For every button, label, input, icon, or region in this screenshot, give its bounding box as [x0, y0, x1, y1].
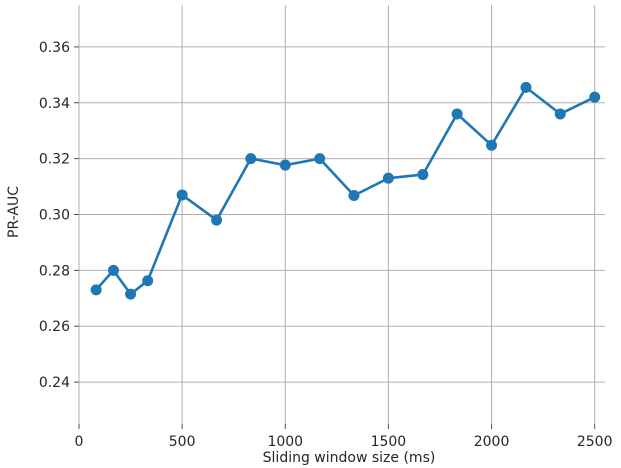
y-tick-label: 0.30	[39, 208, 70, 224]
data-point	[554, 108, 566, 120]
data-point	[211, 214, 223, 226]
data-point	[520, 81, 532, 93]
series	[90, 81, 601, 300]
x-tick-label: 0	[75, 434, 84, 450]
data-point	[107, 264, 119, 276]
x-axis-label: Sliding window size (ms)	[263, 450, 436, 466]
y-tick-label: 0.36	[39, 40, 70, 56]
y-axis-label: PR-AUC	[6, 186, 22, 238]
data-point	[90, 284, 102, 296]
y-tick-label: 0.34	[39, 96, 70, 112]
y-tick-label: 0.24	[39, 375, 70, 391]
data-point	[486, 139, 498, 151]
data-point	[417, 169, 429, 181]
data-point	[142, 275, 154, 287]
grid	[78, 5, 605, 424]
data-point	[176, 189, 188, 201]
y-tick-label: 0.26	[39, 319, 70, 335]
x-tick-label: 1500	[371, 434, 407, 450]
data-point	[125, 288, 137, 300]
y-tick-label: 0.32	[39, 152, 70, 168]
data-point	[348, 190, 360, 202]
data-point	[245, 153, 257, 165]
x-tick-label: 500	[169, 434, 196, 450]
x-tick-label: 2500	[577, 434, 613, 450]
data-point	[451, 108, 463, 120]
series-line	[94, 86, 597, 296]
data-point	[314, 153, 326, 165]
data-point	[589, 91, 601, 103]
x-tick-label: 2000	[474, 434, 510, 450]
y-tick-label: 0.28	[39, 263, 70, 279]
x-axis-ticks: 0 500 1000 1500 2000 2500	[75, 424, 613, 450]
y-axis-ticks: 0.24 0.26 0.28 0.30 0.32 0.34 0.36	[39, 40, 79, 391]
data-point	[382, 172, 394, 184]
data-point	[279, 159, 291, 171]
x-tick-label: 1000	[267, 434, 303, 450]
